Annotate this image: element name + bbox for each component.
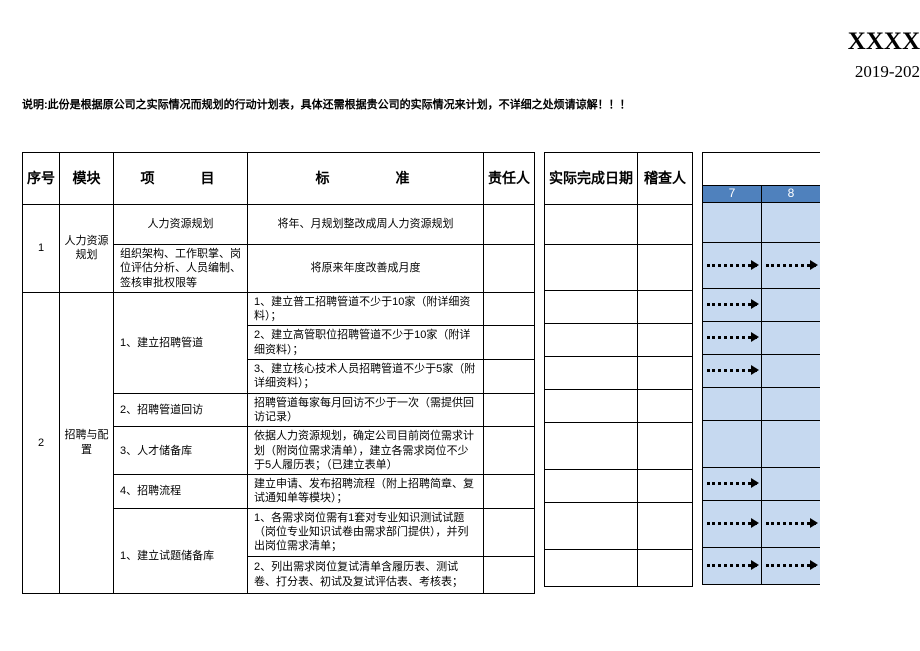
cell-module: 人力资源规划 [60, 205, 114, 293]
gantt-cell [762, 321, 821, 354]
cell-standard: 2、建立高管职位招聘管道不少于10家（附详细资料）； [248, 326, 484, 360]
arrow-icon [766, 264, 816, 267]
cell-standard: 3、建立核心技术人员招聘管道不少于5家（附详细资料）； [248, 360, 484, 394]
gantt-cell [762, 242, 821, 288]
plan-table-mid: 实际完成日期 稽查人 [544, 152, 693, 587]
cell-person [484, 556, 535, 593]
header-year: 2019-202 [855, 62, 920, 82]
arrow-icon [707, 482, 757, 485]
gantt-cell [703, 202, 762, 242]
plan-table: 序号 模块 项 目 标 准 责任人 1 人力资源规划 人力资源规划 将年、月规划… [22, 152, 820, 594]
gantt-cell [762, 288, 821, 321]
cell-person [484, 475, 535, 509]
gantt-cell [762, 354, 821, 387]
cell-project: 4、招聘流程 [114, 475, 248, 509]
cell-project: 组织架构、工作职掌、岗位评估分析、人员编制、签核审批权限等 [114, 245, 248, 293]
gantt-cell [762, 547, 821, 584]
col-header-person: 责任人 [484, 153, 535, 205]
cell-checker [638, 245, 693, 291]
cell-project: 人力资源规划 [114, 205, 248, 245]
gantt-cell [762, 202, 821, 242]
cell-date [545, 205, 638, 245]
col-header-actual-date: 实际完成日期 [545, 153, 638, 205]
cell-project: 2、招聘管道回访 [114, 393, 248, 427]
cell-date [545, 291, 638, 324]
cell-checker [638, 550, 693, 587]
cell-standard: 1、建立普工招聘管道不少于10家（附详细资料）； [248, 292, 484, 326]
plan-table-right: 7 8 [702, 152, 820, 585]
gantt-cell [762, 420, 821, 467]
document-page: XXXX 2019-202 说明:此份是根据原公司之实际情况而规划的行动计划表，… [0, 0, 920, 651]
gantt-cell [703, 288, 762, 321]
arrow-icon [707, 303, 757, 306]
cell-person [484, 205, 535, 245]
cell-seq: 2 [23, 292, 60, 593]
arrow-icon [707, 336, 757, 339]
cell-checker [638, 205, 693, 245]
cell-project: 3、人才储备库 [114, 427, 248, 475]
cell-date [545, 390, 638, 423]
cell-person [484, 245, 535, 293]
cell-date [545, 470, 638, 503]
cell-standard: 2、列出需求岗位复试清单含履历表、测试卷、打分表、初试及复试评估表、考核表； [248, 556, 484, 593]
arrow-icon [707, 369, 757, 372]
cell-date [545, 503, 638, 550]
cell-date [545, 550, 638, 587]
cell-project: 1、建立招聘管道 [114, 292, 248, 393]
cell-date [545, 245, 638, 291]
cell-person [484, 393, 535, 427]
gantt-cell [703, 242, 762, 288]
col-header-months [703, 153, 821, 186]
cell-person [484, 427, 535, 475]
col-header-month-8: 8 [762, 186, 821, 203]
cell-person [484, 508, 535, 556]
gantt-cell [703, 354, 762, 387]
cell-checker [638, 503, 693, 550]
header-title: XXXX [848, 28, 920, 56]
cell-standard: 招聘管道每家每月回访不少于一次（需提供回访记录） [248, 393, 484, 427]
col-header-standard: 标 准 [248, 153, 484, 205]
col-header-module: 模块 [60, 153, 114, 205]
cell-checker [638, 390, 693, 423]
cell-standard: 将年、月规划整改成周人力资源规划 [248, 205, 484, 245]
gantt-cell [762, 387, 821, 420]
col-header-seq: 序号 [23, 153, 60, 205]
cell-checker [638, 291, 693, 324]
cell-standard: 1、各需求岗位需有1套对专业知识测试试题（岗位专业知识试卷由需求部门提供），并列… [248, 508, 484, 556]
cell-checker [638, 324, 693, 357]
cell-module: 招聘与配置 [60, 292, 114, 593]
cell-checker [638, 357, 693, 390]
gantt-cell [703, 500, 762, 547]
gantt-cell [703, 547, 762, 584]
cell-standard: 建立申请、发布招聘流程（附上招聘简章、复试通知单等模块）； [248, 475, 484, 509]
col-header-month-7: 7 [703, 186, 762, 203]
cell-checker [638, 423, 693, 470]
plan-table-left: 序号 模块 项 目 标 准 责任人 1 人力资源规划 人力资源规划 将年、月规划… [22, 152, 535, 594]
cell-date [545, 357, 638, 390]
gantt-cell [703, 420, 762, 467]
cell-person [484, 360, 535, 394]
cell-seq: 1 [23, 205, 60, 293]
gantt-cell [762, 500, 821, 547]
arrow-icon [766, 564, 816, 567]
col-header-project: 项 目 [114, 153, 248, 205]
gantt-cell [762, 467, 821, 500]
cell-date [545, 324, 638, 357]
gantt-cell [703, 387, 762, 420]
cell-project: 1、建立试题储备库 [114, 508, 248, 593]
cell-standard: 依据人力资源规划，确定公司目前岗位需求计划（附岗位需求清单），建立各需求岗位不少… [248, 427, 484, 475]
arrow-icon [766, 522, 816, 525]
gantt-cell [703, 467, 762, 500]
cell-standard: 将原来年度改善成月度 [248, 245, 484, 293]
document-note: 说明:此份是根据原公司之实际情况而规划的行动计划表，具体还需根据贵公司的实际情况… [22, 96, 631, 112]
arrow-icon [707, 264, 757, 267]
cell-person [484, 292, 535, 326]
col-header-checker: 稽查人 [638, 153, 693, 205]
cell-checker [638, 470, 693, 503]
cell-date [545, 423, 638, 470]
gantt-cell [703, 321, 762, 354]
arrow-icon [707, 522, 757, 525]
cell-person [484, 326, 535, 360]
arrow-icon [707, 564, 757, 567]
